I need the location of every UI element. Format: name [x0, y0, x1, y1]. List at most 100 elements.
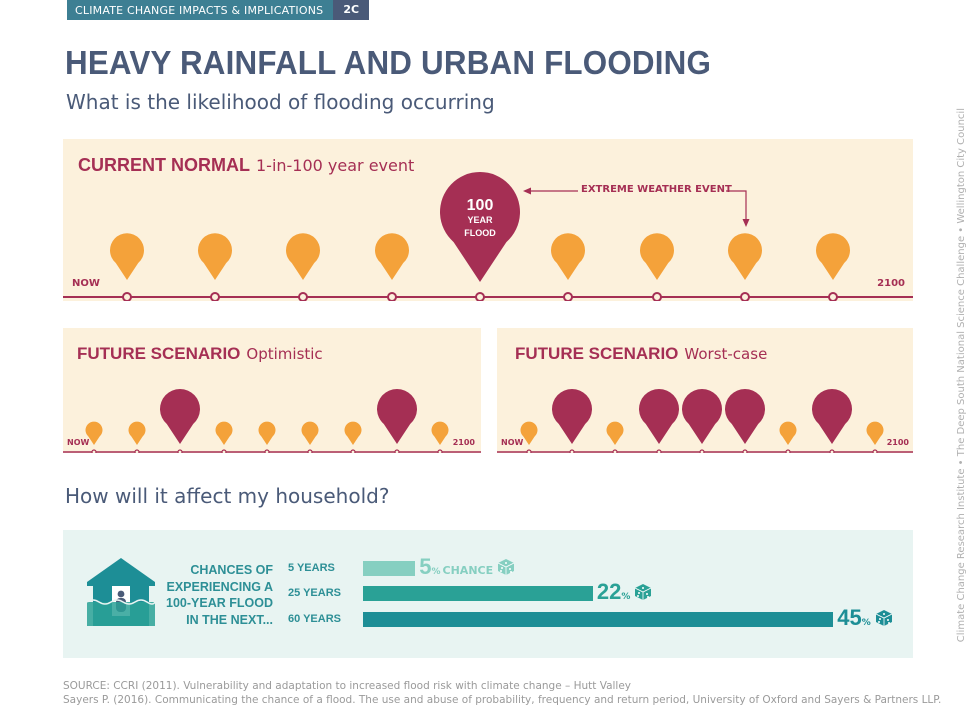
worstcase-subtitle: Worst-case — [684, 345, 768, 363]
worstcase-end-label: 2100 — [886, 438, 909, 447]
timeline-dot — [91, 449, 97, 453]
big-flood-marker — [377, 389, 418, 444]
flood-marker — [606, 421, 624, 445]
flood-marker — [431, 421, 449, 445]
current-normal-title: CURRENT NORMAL — [78, 155, 250, 175]
percent-number: 45 — [837, 605, 862, 630]
flood-marker — [375, 233, 409, 280]
dice-icon — [875, 610, 892, 626]
flood-marker — [110, 233, 144, 280]
big-flood-marker — [160, 389, 200, 444]
side-credit: Climate Change Research Institute • The … — [956, 108, 967, 642]
current-end-label: 2100 — [877, 278, 905, 289]
probability-bar — [363, 561, 416, 576]
callout-arrowhead-left — [523, 187, 531, 195]
chances-label: CHANCES OF EXPERIENCING A 100-YEAR FLOOD… — [140, 562, 273, 628]
flood-marker — [779, 421, 797, 445]
current-now-label: NOW — [72, 278, 100, 289]
worstcase-now-label: NOW — [501, 438, 524, 447]
flood-marker — [866, 421, 884, 445]
header-tag-code: 2C — [333, 0, 370, 20]
timeline-dot — [210, 292, 220, 301]
page-subtitle: What is the likelihood of flooding occur… — [66, 90, 495, 114]
years-label: 5 YEARS — [288, 562, 335, 574]
header-tag-text: CLIMATE CHANGE IMPACTS & IMPLICATIONS — [75, 3, 324, 17]
timeline-dot — [742, 449, 748, 453]
big-flood-marker — [725, 389, 765, 444]
timeline-dot — [298, 292, 308, 301]
percent-sign: % — [621, 592, 631, 602]
flood-marker — [520, 421, 538, 445]
dice-icon — [497, 559, 515, 575]
timeline-dot — [437, 449, 443, 453]
worstcase-title: FUTURE SCENARIO — [515, 344, 679, 363]
source-line-2: Sayers P. (2016). Communicating the chan… — [63, 694, 942, 706]
probability-value: 5% CHANCE — [419, 554, 515, 580]
percent-sign: % — [861, 618, 871, 628]
flood-marker — [551, 233, 585, 280]
optimistic-timeline-svg — [63, 389, 481, 453]
timeline-dot — [350, 449, 356, 453]
timeline-dot — [475, 292, 485, 301]
probability-bar — [363, 612, 834, 627]
timeline-dot — [221, 449, 227, 453]
chances-label-line: IN THE NEXT... — [186, 612, 273, 627]
flood-marker — [286, 233, 320, 280]
timeline-dot — [785, 449, 791, 453]
flood-label-year: YEAR — [467, 215, 493, 225]
big-flood-marker — [552, 389, 592, 444]
timeline-dot — [699, 449, 705, 453]
house-flood-icon — [86, 558, 156, 626]
timeline-dot — [134, 449, 140, 453]
flood-marker — [640, 233, 674, 280]
percent-sign: % — [431, 567, 441, 577]
flood-label-number: 100 — [467, 197, 494, 214]
big-flood-marker — [639, 389, 679, 444]
timeline-dot — [829, 449, 835, 453]
flood-marker — [816, 233, 851, 280]
big-flood-marker — [812, 389, 852, 444]
timeline-dot — [307, 449, 313, 453]
percent-number: 5 — [419, 554, 432, 579]
callout-arrowhead-down — [742, 219, 750, 227]
timeline-dot — [656, 449, 662, 453]
optimistic-now-label: NOW — [67, 438, 90, 447]
probability-bar — [363, 586, 593, 601]
timeline-dot — [177, 449, 183, 453]
chances-label-line: EXPERIENCING A — [166, 579, 273, 594]
flood-marker — [344, 421, 362, 445]
header-tag: CLIMATE CHANGE IMPACTS & IMPLICATIONS 2C — [67, 0, 370, 20]
worstcase-panel: FUTURE SCENARIO Worst-case NOW 2100 — [497, 328, 913, 453]
timeline-dot — [563, 292, 573, 301]
big-flood-marker — [682, 389, 722, 444]
current-normal-heading: CURRENT NORMAL 1-in-100 year event — [78, 155, 414, 176]
flood-marker — [727, 233, 762, 280]
optimistic-panel: FUTURE SCENARIO Optimistic NOW 2100 — [63, 328, 481, 453]
worstcase-timeline-svg — [497, 389, 913, 453]
flood-marker — [85, 421, 103, 445]
timeline-dot — [394, 449, 400, 453]
optimistic-heading: FUTURE SCENARIO Optimistic — [77, 344, 323, 364]
years-label: 25 YEARS — [288, 587, 341, 599]
years-label: 60 YEARS — [288, 613, 341, 625]
timeline-dot — [526, 449, 532, 453]
flood-label-flood: FLOOD — [464, 228, 496, 238]
big-flood-marker — [440, 172, 520, 282]
flood-marker — [198, 233, 233, 280]
timeline-dot — [872, 449, 878, 453]
percent-number: 22 — [596, 579, 622, 604]
side-credit-text: Climate Change Research Institute • The … — [956, 108, 967, 643]
callout-arrow-down — [726, 190, 747, 223]
worstcase-heading: FUTURE SCENARIO Worst-case — [515, 344, 767, 364]
timeline-dot — [828, 292, 838, 301]
timeline-dot — [612, 449, 618, 453]
household-question: How will it affect my household? — [65, 484, 390, 508]
timeline-dot — [569, 449, 575, 453]
optimistic-subtitle: Optimistic — [246, 345, 323, 363]
timeline-dot — [652, 292, 662, 301]
page-title: HEAVY RAINFALL AND URBAN FLOODING — [65, 44, 712, 81]
current-normal-subtitle: 1-in-100 year event — [255, 156, 415, 175]
extreme-weather-callout: EXTREME WEATHER EVENT — [581, 184, 732, 195]
optimistic-end-label: 2100 — [452, 438, 475, 447]
